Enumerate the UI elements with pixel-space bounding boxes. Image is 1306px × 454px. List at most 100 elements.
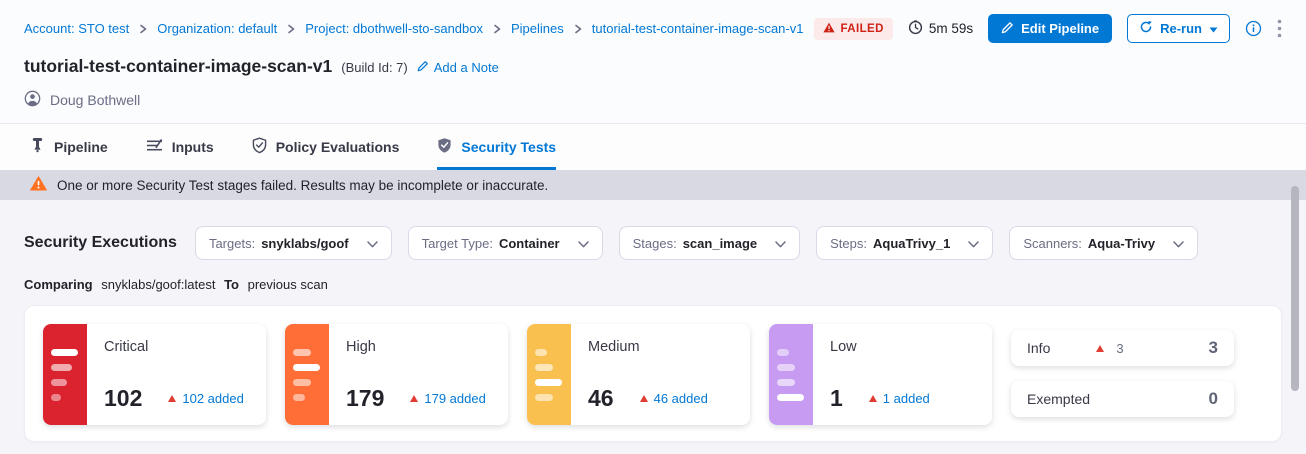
target-type-filter-dropdown[interactable]: Target Type: Container (407, 226, 603, 260)
breadcrumb-organization[interactable]: Organization: default (157, 21, 278, 36)
tab-policy-evaluations[interactable]: Policy Evaluations (252, 124, 400, 170)
tab-policy-evaluations-label: Policy Evaluations (275, 138, 400, 155)
chevron-down-icon (566, 236, 589, 251)
severity-count: 102 (104, 385, 143, 411)
filter-value: AquaTrivy_1 (873, 235, 951, 251)
page-title: tutorial-test-container-image-scan-v1 (24, 56, 333, 76)
info-icon[interactable] (1245, 20, 1262, 37)
severity-label: Low (830, 339, 857, 355)
delta-up-icon (410, 395, 419, 402)
filter-label: Target Type: (421, 235, 493, 251)
filter-label: Steps: (830, 235, 867, 251)
comparing-line: Comparing snyklabs/goof:latest To previo… (24, 277, 1282, 292)
info-count: 3 (1208, 338, 1218, 357)
chevron-down-icon (355, 236, 378, 251)
kebab-menu-icon[interactable] (1277, 19, 1282, 38)
chevron-right-icon (573, 24, 583, 34)
comparing-target: snyklabs/goof:latest (101, 277, 216, 292)
steps-filter-dropdown[interactable]: Steps: AquaTrivy_1 (816, 226, 994, 260)
comparing-baseline: previous scan (247, 277, 328, 292)
info-exempted-stack: Info 3 3 Exempted 0 (1011, 324, 1234, 423)
tab-bar: Pipeline Inputs Policy Evaluations Secur… (0, 124, 1306, 170)
breadcrumb-pipelines[interactable]: Pipelines (511, 21, 564, 36)
severity-delta: 1 added (882, 391, 930, 406)
build-id: (Build Id: 7) (341, 60, 408, 75)
filter-label: Stages: (632, 235, 677, 251)
severity-summary-panel: Critical 102 102 added High 179 179 adde… (24, 305, 1282, 442)
caret-down-icon (1209, 21, 1218, 36)
vertical-scrollbar[interactable] (1291, 186, 1299, 391)
severity-delta: 102 added (182, 391, 244, 406)
exempted-count: 0 (1208, 389, 1218, 408)
severity-bars-icon (43, 324, 87, 425)
scanners-filter-dropdown[interactable]: Scanners: Aqua-Trivy (1009, 226, 1199, 260)
info-card[interactable]: Info 3 3 (1011, 330, 1234, 366)
filter-label: Targets: (208, 235, 256, 251)
duration-value: 5m 59s (928, 21, 974, 36)
severity-card-low[interactable]: Low 1 1 added (769, 324, 992, 425)
breadcrumb-account[interactable]: Account: STO test (24, 21, 130, 36)
targets-filter-dropdown[interactable]: Targets: snyklabs/goof (194, 226, 392, 260)
severity-card-medium[interactable]: Medium 46 46 added (527, 324, 750, 425)
delta-up-icon (168, 395, 177, 402)
shield-icon (437, 137, 452, 157)
severity-bars-icon (285, 324, 329, 425)
page-header: Account: STO test Organization: default … (0, 0, 1306, 124)
breadcrumb: Account: STO test Organization: default … (24, 21, 803, 36)
severity-count: 179 (346, 385, 385, 411)
severity-bars-icon (769, 324, 813, 425)
stages-filter-dropdown[interactable]: Stages: scan_image (618, 226, 801, 260)
delta-up-icon (868, 395, 877, 402)
severity-card-critical[interactable]: Critical 102 102 added (43, 324, 266, 425)
shield-check-icon (252, 136, 267, 157)
exempted-label: Exempted (1027, 391, 1091, 407)
warning-triangle-icon (822, 22, 835, 36)
duration: 5m 59s (908, 19, 974, 38)
tab-inputs[interactable]: Inputs (146, 124, 214, 170)
tab-pipeline[interactable]: Pipeline (30, 124, 108, 170)
comparing-label: Comparing (24, 277, 93, 292)
breadcrumb-pipeline-name[interactable]: tutorial-test-container-image-scan-v1 (591, 21, 804, 36)
tab-inputs-label: Inputs (171, 138, 214, 155)
warning-triangle-icon (30, 176, 47, 194)
add-note-label: Add a Note (433, 60, 499, 75)
user-avatar-icon (24, 90, 41, 110)
comparing-to-label: To (224, 277, 239, 292)
breadcrumb-project[interactable]: Project: dbothwell-sto-sandbox (305, 21, 483, 36)
severity-count: 1 (830, 385, 843, 411)
severity-card-high[interactable]: High 179 179 added (285, 324, 508, 425)
filter-value: scan_image (682, 235, 758, 251)
chevron-down-icon (956, 236, 980, 251)
edit-pipeline-button[interactable]: Edit Pipeline (988, 14, 1113, 43)
refresh-icon (1139, 20, 1153, 37)
tab-security-tests-label: Security Tests (461, 138, 557, 155)
warning-banner-message: One or more Security Test stages failed.… (57, 177, 549, 193)
severity-count: 46 (588, 385, 614, 411)
pencil-icon (417, 60, 429, 75)
edit-pipeline-label: Edit Pipeline (1021, 21, 1100, 36)
rerun-button[interactable]: Re-run (1127, 14, 1230, 43)
add-note-link[interactable]: Add a Note (417, 60, 499, 75)
rerun-label: Re-run (1160, 21, 1202, 36)
tab-security-tests[interactable]: Security Tests (437, 124, 557, 170)
warning-banner: One or more Security Test stages failed.… (0, 170, 1306, 200)
chevron-down-icon (763, 236, 786, 251)
chevron-right-icon (286, 24, 296, 34)
security-executions-heading: Security Executions (24, 234, 177, 251)
severity-label: Medium (588, 339, 640, 355)
triggered-by: Doug Bothwell (24, 90, 1282, 110)
inputs-icon (146, 138, 163, 156)
clock-icon (908, 19, 923, 38)
status-badge-label: FAILED (840, 22, 884, 35)
delta-up-icon (639, 395, 648, 402)
severity-label: High (346, 339, 376, 355)
severity-bars-icon (527, 324, 571, 425)
chevron-right-icon (492, 24, 502, 34)
filter-value: Aqua-Trivy (1087, 235, 1156, 251)
status-badge: FAILED (813, 17, 893, 40)
exempted-card[interactable]: Exempted 0 (1011, 381, 1234, 417)
tab-pipeline-label: Pipeline (54, 138, 108, 155)
info-label: Info (1027, 340, 1051, 356)
chevron-down-icon (1161, 236, 1184, 251)
filter-value: Container (498, 235, 560, 251)
